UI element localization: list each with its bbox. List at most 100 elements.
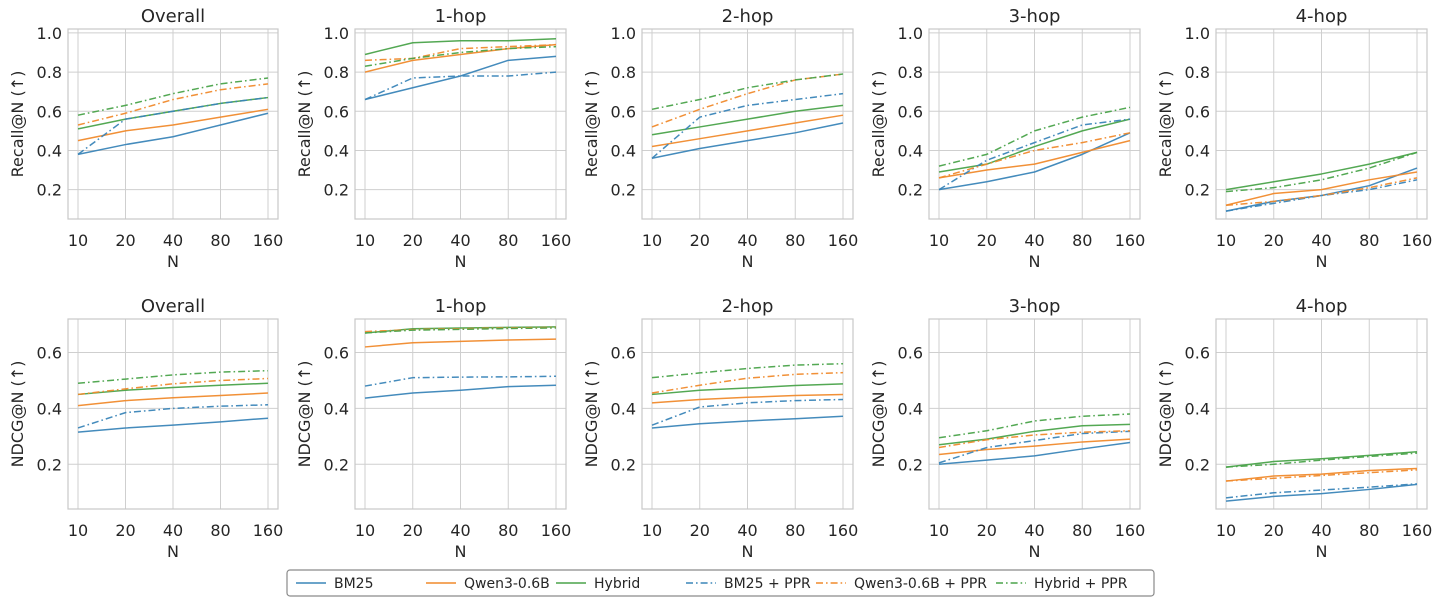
x-tick-label: 40 bbox=[163, 521, 183, 540]
x-axis-label: N bbox=[1029, 252, 1041, 271]
y-tick-label: 0.4 bbox=[611, 141, 636, 160]
panel-r1-c4: 0.2 0.4 0.6 10 20 40 80 160 N NDCG@N (↑) 4-hop bbox=[1156, 296, 1432, 561]
series-line-qwen3-0-6b-ppr bbox=[77, 83, 269, 126]
y-tick-label: 0.2 bbox=[37, 181, 62, 200]
x-tick-label: 40 bbox=[737, 231, 757, 250]
x-tick-label: 10 bbox=[355, 231, 375, 250]
x-axis-label: N bbox=[1316, 542, 1328, 561]
panel-title: 4-hop bbox=[1296, 6, 1348, 27]
axes-frame bbox=[354, 28, 567, 220]
x-tick-label: 10 bbox=[1216, 521, 1236, 540]
legend-box bbox=[286, 569, 1155, 597]
axes-frame bbox=[1215, 318, 1428, 510]
axes-frame bbox=[928, 318, 1141, 510]
x-tick-label: 160 bbox=[1402, 231, 1433, 250]
panel-title: 2-hop bbox=[722, 6, 774, 27]
x-axis-label: N bbox=[167, 252, 179, 271]
x-axis-label: N bbox=[1316, 252, 1328, 271]
y-tick-label: 0.4 bbox=[898, 399, 923, 418]
panel-r1-c3: 0.2 0.4 0.6 10 20 40 80 160 N NDCG@N (↑) 3-hop bbox=[869, 296, 1145, 561]
series-line-hybrid bbox=[938, 423, 1131, 446]
axes-frame bbox=[641, 318, 854, 510]
legend-entry: Hybrid + PPR bbox=[1034, 576, 1128, 592]
y-tick-label: 0.8 bbox=[611, 63, 636, 82]
legend: BM25 Qwen3-0.6B Hybrid BM25 + PPR Qwen3-0.6B… bbox=[286, 569, 1155, 597]
y-tick-label: 0.6 bbox=[611, 344, 636, 363]
series-line-bm25 bbox=[651, 415, 844, 429]
y-tick-label: 0.8 bbox=[898, 63, 923, 82]
series-line-hybrid-ppr bbox=[1225, 151, 1418, 193]
x-tick-label: 20 bbox=[403, 521, 423, 540]
panel-title: 2-hop bbox=[722, 296, 774, 317]
y-tick-label: 0.6 bbox=[611, 102, 636, 121]
series-line-bm25 bbox=[651, 122, 844, 160]
series-line-qwen3-0-6b-ppr bbox=[1225, 177, 1418, 207]
panel-title: Overall bbox=[141, 296, 205, 317]
y-tick-label: 0.2 bbox=[611, 455, 636, 474]
x-axis-label: N bbox=[455, 542, 467, 561]
y-tick-label: 0.6 bbox=[324, 102, 349, 121]
series-line-bm25-ppr bbox=[364, 71, 557, 101]
y-tick-label: 1.0 bbox=[611, 24, 636, 43]
legend-entry: BM25 + PPR bbox=[724, 576, 811, 592]
y-tick-label: 0.6 bbox=[898, 102, 923, 121]
y-tick-label: 0.4 bbox=[37, 399, 62, 418]
x-tick-label: 40 bbox=[1024, 521, 1044, 540]
x-tick-label: 160 bbox=[253, 521, 284, 540]
axes-frame bbox=[67, 28, 279, 220]
series-line-bm25-ppr bbox=[77, 404, 269, 429]
y-tick-label: 0.2 bbox=[898, 455, 923, 474]
axes-frame bbox=[928, 28, 1141, 220]
y-tick-label: 0.8 bbox=[1185, 63, 1210, 82]
y-tick-label: 0.6 bbox=[1185, 344, 1210, 363]
series-line-qwen3-0-6b bbox=[364, 43, 557, 73]
series-line-qwen3-0-6b bbox=[651, 393, 844, 404]
x-tick-label: 40 bbox=[450, 231, 470, 250]
x-tick-label: 160 bbox=[828, 521, 859, 540]
series-line-hybrid bbox=[1225, 450, 1418, 468]
x-tick-label: 20 bbox=[115, 231, 135, 250]
panel-r1-c0: 0.2 0.4 0.6 10 20 40 80 160 N NDCG@N (↑) Overall bbox=[8, 296, 283, 561]
y-tick-label: 0.4 bbox=[37, 141, 62, 160]
y-tick-label: 0.6 bbox=[37, 344, 62, 363]
panel-r0-c4: 0.2 0.4 0.6 0.8 1.0 10 20 40 80 160 N Recall@N (↑) 4… bbox=[1156, 6, 1432, 271]
x-tick-label: 20 bbox=[690, 231, 710, 250]
panel-title: 1-hop bbox=[435, 6, 487, 27]
axes-frame bbox=[1215, 28, 1428, 220]
panel-title: 1-hop bbox=[435, 296, 487, 317]
x-tick-label: 20 bbox=[1264, 231, 1284, 250]
axes-frame bbox=[67, 318, 279, 510]
series-line-qwen3-0-6b bbox=[938, 438, 1131, 456]
panel-title: 3-hop bbox=[1009, 296, 1061, 317]
x-tick-label: 20 bbox=[115, 521, 135, 540]
axes-frame bbox=[354, 318, 567, 510]
series-line-qwen3-0-6b bbox=[1225, 171, 1418, 207]
y-tick-label: 1.0 bbox=[898, 24, 923, 43]
series-line-hybrid-ppr bbox=[77, 77, 269, 116]
series-line-hybrid-ppr bbox=[651, 362, 844, 379]
series-line-hybrid-ppr bbox=[651, 73, 844, 111]
series-line-bm25-ppr bbox=[938, 430, 1131, 464]
x-axis-label: N bbox=[455, 252, 467, 271]
y-tick-label: 0.2 bbox=[898, 181, 923, 200]
y-tick-label: 0.4 bbox=[898, 141, 923, 160]
x-tick-label: 80 bbox=[1072, 521, 1092, 540]
x-tick-label: 80 bbox=[1359, 521, 1379, 540]
y-tick-label: 0.6 bbox=[324, 344, 349, 363]
y-tick-label: 0.2 bbox=[1185, 181, 1210, 200]
panel-r0-c2: 0.2 0.4 0.6 0.8 1.0 10 20 40 80 160 N Recall@N (↑) 2… bbox=[582, 6, 858, 271]
panel-title: 3-hop bbox=[1009, 6, 1061, 27]
series-line-bm25 bbox=[1225, 167, 1418, 212]
legend-entry: BM25 bbox=[334, 576, 374, 592]
x-tick-label: 160 bbox=[541, 231, 572, 250]
x-tick-label: 160 bbox=[1115, 231, 1146, 250]
series-line-qwen3-0-6b-ppr bbox=[364, 326, 557, 333]
series-line-hybrid-ppr bbox=[938, 106, 1131, 167]
series-line-qwen3-0-6b-ppr bbox=[938, 132, 1131, 179]
series-line-hybrid bbox=[364, 38, 557, 56]
y-tick-label: 0.4 bbox=[611, 399, 636, 418]
series-line-hybrid-ppr bbox=[364, 327, 557, 334]
series-line-qwen3-0-6b bbox=[77, 108, 269, 142]
series-line-bm25 bbox=[77, 417, 269, 433]
series-line-qwen3-0-6b bbox=[364, 338, 557, 348]
